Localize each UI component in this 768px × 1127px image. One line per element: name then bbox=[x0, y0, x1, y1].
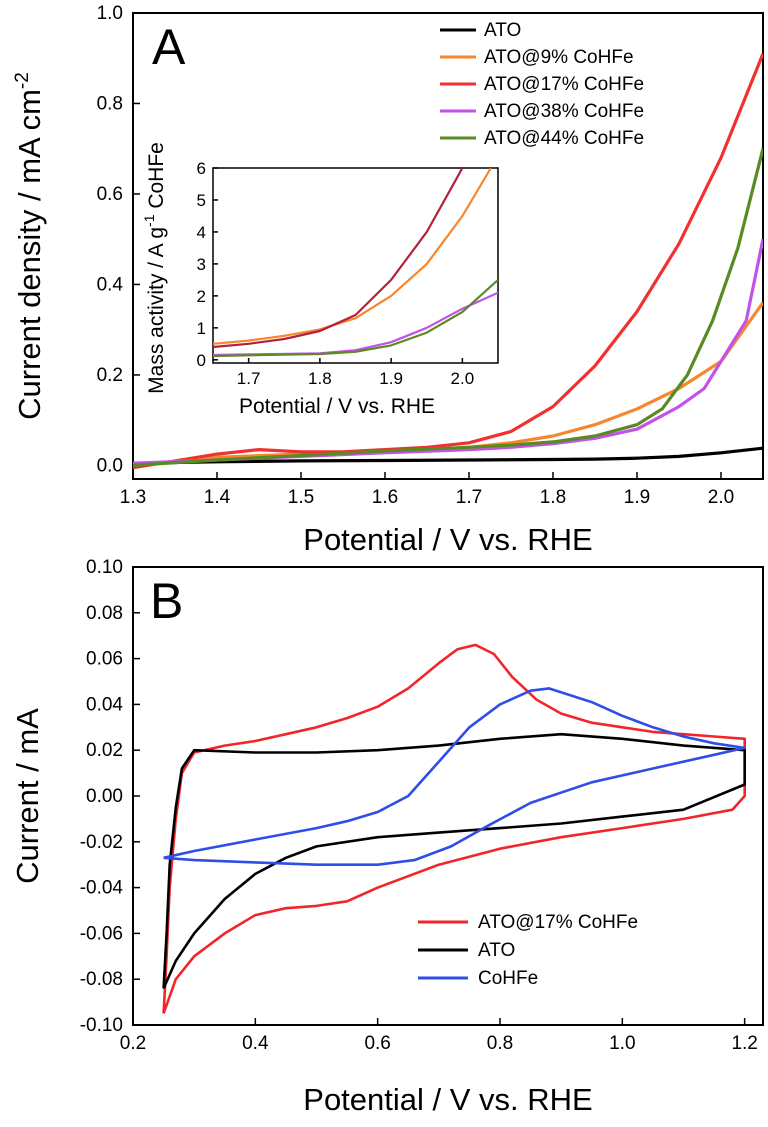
a-series-line-ato bbox=[133, 446, 763, 465]
in-y-tick-label: 4 bbox=[197, 223, 206, 242]
panel-b-label: B bbox=[150, 573, 183, 629]
a-y-tick-label: 0.0 bbox=[97, 455, 123, 476]
a-x-tick-label: 2.0 bbox=[708, 487, 734, 508]
in-x-tick-label: 1.7 bbox=[237, 369, 261, 388]
a-x-tick-label: 1.7 bbox=[456, 487, 482, 508]
a-x-tick-label: 1.9 bbox=[624, 487, 650, 508]
panel-a-y-axis-title: Current density / mA cm-2 bbox=[12, 72, 47, 420]
b-y-tick-label: -0.04 bbox=[80, 878, 124, 899]
b-x-tick-label: 0.2 bbox=[120, 1033, 146, 1054]
a-series-line-ato-9-cohfe bbox=[133, 301, 763, 467]
a-y-tick-label: 0.2 bbox=[97, 365, 123, 386]
b-x-tick-label: 0.4 bbox=[242, 1033, 269, 1054]
b-x-tick-label: 1.2 bbox=[731, 1033, 757, 1054]
panel-b-legend: ATO@17% CoHFe ATO CoHFe bbox=[418, 912, 638, 989]
b-y-tick-label: -0.08 bbox=[80, 969, 123, 990]
in-y-tick-label: 6 bbox=[197, 159, 206, 178]
in-x-tick-label: 1.8 bbox=[308, 369, 332, 388]
b-y-tick-label: -0.06 bbox=[80, 923, 123, 944]
b-series-line-cohfe bbox=[163, 687, 746, 866]
panel-a-y-axis-title-sup: -2 bbox=[12, 72, 33, 89]
b-y-tick-label: 0.08 bbox=[86, 603, 123, 624]
b-y-tick-label: -0.02 bbox=[80, 832, 123, 853]
panel-b-y-axis-title: Current / mA bbox=[10, 708, 45, 884]
a-x-tick-label: 1.3 bbox=[120, 487, 146, 508]
a-y-tick-label: 0.6 bbox=[97, 184, 123, 205]
panel-b-frame bbox=[132, 566, 764, 1026]
in-y-tick-label: 0 bbox=[197, 351, 206, 370]
panel-a: 1.3 1.4 1.5 1.6 1.7 1.8 1.9 2.0 0.0 0.2 0.4 0.6 0.8… bbox=[12, 3, 764, 557]
b-series-line-ato-17-cohfe bbox=[162, 643, 746, 1014]
legend-a-label: ATO bbox=[484, 20, 521, 41]
b-y-tick-label: 0.06 bbox=[86, 649, 123, 670]
legend-a-label: ATO@38% CoHFe bbox=[484, 101, 644, 122]
a-y-tick-label: 0.4 bbox=[97, 274, 124, 295]
in-y-tick-label: 2 bbox=[197, 287, 206, 306]
panel-a-x-axis-title: Potential / V vs. RHE bbox=[303, 522, 592, 557]
legend-b-label: ATO bbox=[478, 940, 515, 961]
inset-frame bbox=[212, 167, 499, 364]
inset-y-axis-title: Mass activity / A g-1 CoHFe bbox=[141, 142, 168, 394]
a-x-tick-label: 1.6 bbox=[372, 487, 398, 508]
in-x-tick-label: 1.9 bbox=[379, 369, 403, 388]
in-y-tick-label: 1 bbox=[197, 319, 206, 338]
inset-background bbox=[208, 165, 498, 362]
in-y-tick-label: 5 bbox=[197, 191, 206, 210]
inset-x-axis-title: Potential / V vs. RHE bbox=[239, 395, 435, 418]
panel-a-legend: ATO ATO@9% CoHFe ATO@17% CoHFe ATO@38% CoHF… bbox=[440, 20, 644, 149]
inset-y-axis-title-main: Mass activity / A g bbox=[145, 227, 168, 394]
legend-a-label: ATO@17% CoHFe bbox=[484, 74, 644, 95]
in-y-tick-label: 3 bbox=[197, 255, 206, 274]
inset-y-axis-title-sup: -1 bbox=[141, 214, 157, 227]
b-y-tick-label: 0.00 bbox=[86, 786, 123, 807]
legend-b-label: CoHFe bbox=[478, 968, 538, 989]
b-y-tick-label: 0.04 bbox=[86, 694, 123, 715]
b-x-tick-label: 1.0 bbox=[609, 1033, 635, 1054]
in-series-line-ato-17-cohfe bbox=[213, 168, 464, 349]
a-y-tick-label: 0.8 bbox=[97, 93, 123, 114]
a-x-tick-label: 1.5 bbox=[288, 487, 314, 508]
legend-a-label: ATO@44% CoHFe bbox=[484, 128, 644, 149]
inset-chart: 1.7 1.8 1.9 2.0 0 1 2 3 4 5 6 Potential / V vs. R… bbox=[141, 142, 499, 418]
in-x-tick-label: 2.0 bbox=[451, 369, 475, 388]
a-x-tick-label: 1.4 bbox=[204, 487, 231, 508]
b-y-tick-label: -0.10 bbox=[80, 1015, 123, 1036]
panel-b: 0.2 0.4 0.6 0.8 1.0 1.2 0.10 0.08 0.06 0.04 0.02 0… bbox=[10, 557, 764, 1117]
a-series-line-ato-44-cohfe bbox=[133, 148, 763, 467]
b-y-tick-label: 0.02 bbox=[86, 740, 123, 761]
b-x-tick-label: 0.8 bbox=[487, 1033, 513, 1054]
b-y-tick-label: 0.10 bbox=[86, 557, 123, 578]
a-x-tick-label: 1.8 bbox=[540, 487, 566, 508]
panel-a-label: A bbox=[152, 19, 186, 75]
a-y-tick-label: 1.0 bbox=[97, 3, 123, 24]
inset-y-axis-title-unit: CoHFe bbox=[145, 142, 168, 214]
a-series-line-ato-17-cohfe bbox=[133, 53, 763, 470]
legend-b-label: ATO@17% CoHFe bbox=[478, 912, 638, 933]
panel-b-x-axis-title: Potential / V vs. RHE bbox=[303, 1082, 592, 1117]
in-series-line-ato-44-cohfe bbox=[213, 279, 498, 358]
b-x-tick-label: 0.6 bbox=[364, 1033, 390, 1054]
in-series-line-ato-9-cohfe bbox=[213, 168, 492, 345]
panel-a-y-axis-title-main: Current density / mA cm bbox=[12, 89, 47, 420]
legend-a-label: ATO@9% CoHFe bbox=[484, 47, 634, 68]
